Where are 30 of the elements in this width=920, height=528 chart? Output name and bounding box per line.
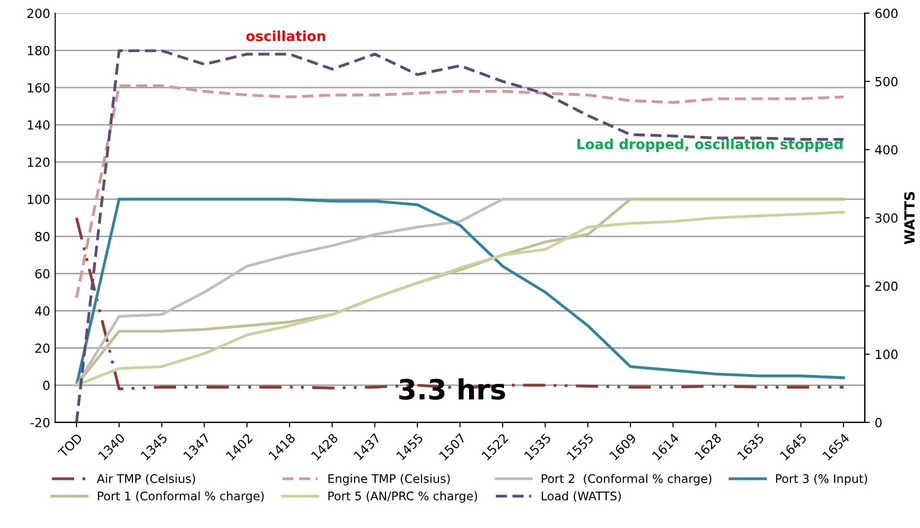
y-tick-label: 60	[35, 269, 50, 279]
y2-tick-label: 300	[875, 213, 898, 223]
y-tick-label: 100	[28, 194, 50, 204]
legend-label: Load (WATTS)	[542, 491, 621, 502]
y-tick-label: 120	[28, 157, 50, 167]
legend-label: Port 2 (Conformal % charge)	[542, 474, 712, 486]
y-tick-label: 40	[35, 306, 50, 316]
y2-tick-label: 0	[875, 418, 882, 428]
y-tick-label: 0	[43, 380, 50, 390]
y2-axis-title: WATTS	[904, 192, 915, 244]
y2-tick-label: 600	[875, 8, 898, 18]
y-tick-label: 80	[35, 232, 50, 242]
y2-tick-label: 100	[876, 350, 898, 360]
legend-label: Port 1 (Conformal % charge)	[98, 491, 264, 503]
y-tick-label: 20	[35, 343, 50, 353]
annotation: Load dropped, oscillation stopped	[577, 138, 842, 152]
legend-label: Port 5 (AN/PRC % charge)	[328, 491, 478, 503]
y-tick-label: 180	[28, 46, 50, 56]
y2-tick-label: 200	[875, 281, 898, 291]
y-tick-label: 160	[28, 83, 50, 93]
y-tick-label: -20	[30, 418, 50, 428]
annotation: 3.3 hrs	[399, 378, 506, 400]
legend-label: Port 3 (% Input)	[776, 474, 868, 486]
legend-label: Air TMP (Celsius)	[96, 474, 196, 484]
y2-tick-label: 500	[875, 76, 898, 86]
legend-label: Engine TMP (Celsius)	[328, 474, 450, 486]
y-tick-label: 140	[28, 120, 50, 130]
y-tick-label: 200	[27, 8, 50, 18]
annotation: oscillation	[246, 30, 326, 42]
y2-tick-label: 400	[875, 145, 898, 155]
